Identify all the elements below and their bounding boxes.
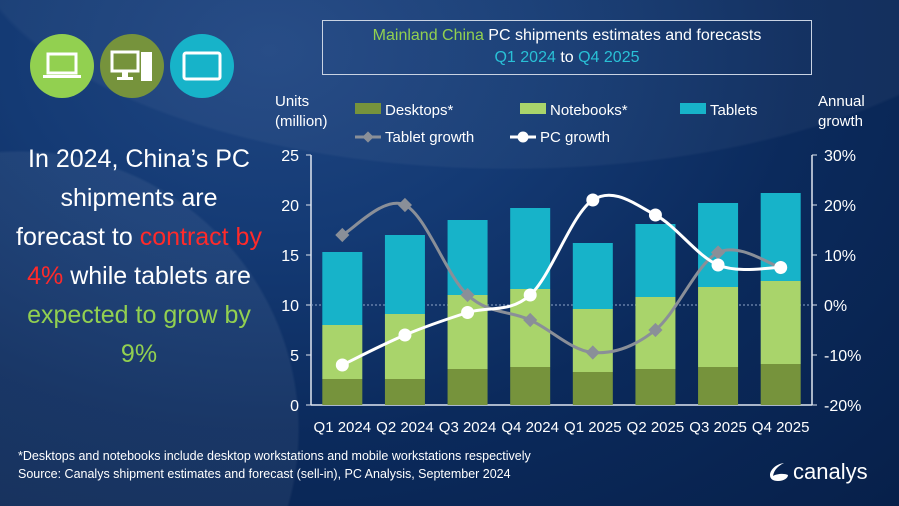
bar-tablets [384,235,425,314]
headline: In 2024, China’s PC shipments are foreca… [14,140,264,374]
x-tick-label: Q4 2024 [501,419,559,436]
bar-tablets [322,252,363,325]
tablet-growth-point [648,322,663,338]
y-axis-label: Units (million) [275,93,328,130]
logo-text: canalys [793,459,868,484]
x-tick-label: Q4 2025 [752,419,810,436]
pc-growth-point [648,208,662,222]
headline-grow: expected to grow by 9% [27,301,251,368]
y2-axis-label: Annual growth [818,93,865,130]
y-tick-label: 5 [290,348,299,365]
tablet-growth-point [397,197,413,213]
bar-desktops [447,369,488,405]
y-tick-label: 10 [281,298,299,315]
bar-desktops [510,367,551,405]
y2-tick-label: 30% [824,148,856,165]
pc-growth-line [341,193,781,367]
bar-desktops [635,369,676,405]
legend-swatch [520,103,546,114]
pc-growth-point [461,306,475,319]
y2-tick-label: -20% [824,398,861,415]
x-tick-label: Q1 2024 [314,419,372,436]
title-start: Q1 2024 [494,49,556,66]
laptop-icon [30,34,94,98]
x-tick-label: Q1 2025 [564,419,622,436]
bar-tablets [447,220,488,295]
legend-marker [362,131,374,143]
chart-title: Mainland China PC shipments estimates an… [322,20,812,75]
tablet-icon [170,34,234,98]
tablet-growth-point [585,345,600,360]
bar-notebooks [698,287,739,367]
tablet-growth-point [523,312,538,328]
title-region: Mainland China [372,27,484,44]
bar-notebooks [384,314,425,379]
bar-tablets [698,203,739,287]
y2-tick-label: 0% [824,298,847,315]
legend-swatch [680,103,706,114]
title-text: PC shipments estimates and forecasts [483,27,762,44]
footnote: *Desktops and notebooks include desktop … [18,449,531,463]
x-tick-label: Q2 2024 [376,419,434,436]
desktop-icon [100,34,164,98]
y-tick-label: 25 [281,148,299,165]
bar-notebooks [572,309,613,372]
y-tick-label: 0 [290,398,299,415]
pc-growth-point [774,261,788,274]
legend-marker [517,131,529,143]
bar-tablets [572,243,613,309]
title-text: to [555,49,579,66]
source: Source: Canalys shipment estimates and f… [18,467,511,481]
legend-swatch [355,103,381,114]
x-tick-label: Q2 2025 [627,419,685,436]
pc-growth-point [398,328,412,342]
legend-label: Tablet growth [385,129,474,146]
bar-desktops [698,367,739,405]
pc-growth-point [335,358,349,372]
canalys-logo: canalys [768,459,868,485]
tablet-growth-point [460,287,475,303]
legend-label: Tablets [710,102,758,119]
tablet-growth-point [335,227,350,243]
headline-contract: contract by 4% [27,223,262,290]
headline-text: In 2024, China’s PC shipments are foreca… [16,145,250,251]
title-end: Q4 2025 [578,49,640,66]
legend-label: Desktops* [385,102,454,119]
legend-label: PC growth [540,129,610,146]
y-tick-label: 15 [281,248,299,265]
x-tick-label: Q3 2024 [439,419,497,436]
x-tick-label: Q3 2025 [689,419,747,436]
pc-growth-point [711,258,725,272]
bar-notebooks [760,281,801,364]
y2-tick-label: 10% [824,248,856,265]
headline-text: while tablets are [63,262,251,290]
bar-desktops [572,372,613,405]
tablet-growth-point [710,245,726,260]
bar-desktops [384,379,425,405]
y2-tick-label: -10% [824,348,861,365]
bar-desktops [322,379,363,405]
y-tick-label: 20 [281,198,299,215]
bar-desktops [760,364,801,405]
pc-growth-point [586,193,600,207]
y2-tick-label: 20% [824,198,856,215]
pc-growth-point [523,288,537,302]
legend-label: Notebooks* [550,102,628,119]
bar-tablets [635,224,676,297]
